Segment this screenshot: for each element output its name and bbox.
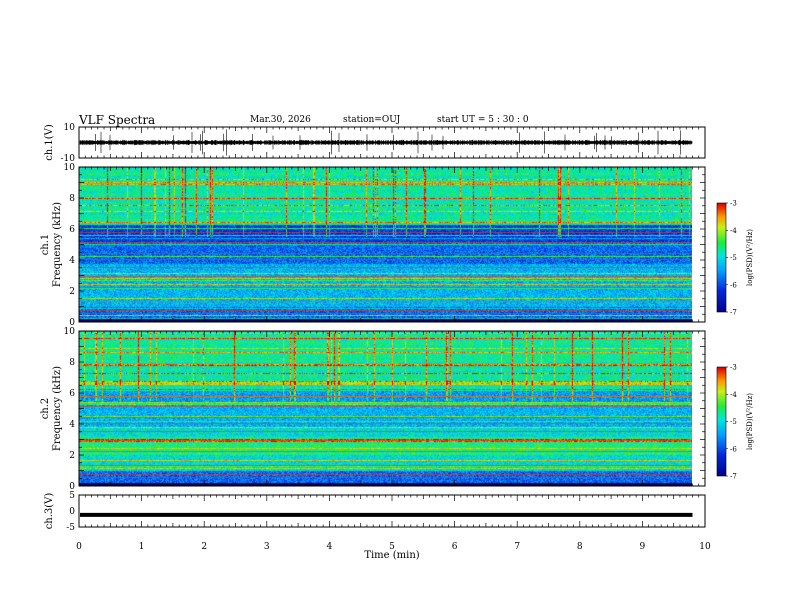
spectrogram-ch1-colorbar-tick-label: -5 xyxy=(730,254,737,262)
time-tick-label: 3 xyxy=(264,542,270,552)
spectrogram-ch1-colorbar-tick-label: -6 xyxy=(730,281,737,289)
waveform-ch1-trace xyxy=(79,129,693,156)
time-tick-label: 6 xyxy=(452,542,458,552)
spectrogram-ch1-ytick-label: 4 xyxy=(69,256,75,266)
spectrogram-ch1-ytick-label: 10 xyxy=(64,163,76,173)
spectrogram-ch1-heatmap xyxy=(79,167,692,322)
date-label: Mar.30, 2026 xyxy=(250,115,311,125)
time-tick-label: 4 xyxy=(327,542,333,552)
time-tick-label: 10 xyxy=(699,542,711,552)
spectrogram-ch2-panel: 0 2 4 6 8 10 ch.2 Frequency (kHz) -3 -4 -5 -6 -7 log(… xyxy=(40,327,754,492)
ch3-waveform-ylabel: ch.3(V) xyxy=(44,493,55,530)
spectrogram-ch2-ylabel: Frequency (kHz) xyxy=(52,366,63,451)
spectrogram-ch2-ytick-label: 10 xyxy=(64,327,76,337)
ch1-ytick-label: 10 xyxy=(64,123,76,133)
time-tick-label: 5 xyxy=(389,542,395,552)
spectrogram-ch1-colorbar-label: log(PSD)(V²/Hz) xyxy=(746,229,754,286)
waveform-ch3-panel: 5 0 -5 ch.3(V) xyxy=(44,491,706,533)
time-axis-label: Time (min) xyxy=(364,550,419,561)
spectrogram-ch2-colorbar-tick-label: -6 xyxy=(730,445,737,453)
spectrogram-ch1-xticks xyxy=(78,167,706,322)
spectrogram-ch1-colorbar-tick-label: -3 xyxy=(730,200,737,208)
time-tick-label: 9 xyxy=(640,542,646,552)
spectrogram-ch1-channel-label: ch.1 xyxy=(40,234,51,256)
start-time-label: start UT = 5 : 30 : 0 xyxy=(437,115,529,125)
time-tick-label: 1 xyxy=(139,542,145,552)
time-axis: 0 1 2 3 4 5 6 7 8 9 10 Time (min) xyxy=(76,542,711,561)
spectrogram-ch2-channel-label: ch.2 xyxy=(40,398,51,420)
ch3-ytick-label: -5 xyxy=(66,523,75,533)
spectrogram-ch2-colorbar-tick-label: -3 xyxy=(730,364,737,372)
ch3-ytick-label: 0 xyxy=(69,507,75,517)
spectrogram-ch2-xticks xyxy=(78,331,706,486)
spectrogram-ch2-ytick-label: 0 xyxy=(69,482,75,492)
time-tick-label: 8 xyxy=(577,542,583,552)
time-tick-label: 7 xyxy=(514,542,520,552)
chart-title: VLF Spectra xyxy=(79,113,156,127)
spectrogram-ch2-heatmap xyxy=(79,331,692,486)
spectrogram-ch2-colorbar-tick-label: -7 xyxy=(730,473,737,481)
spectrogram-ch2-ytick-label: 2 xyxy=(69,451,75,461)
spectrogram-ch1-colorbar xyxy=(717,203,726,312)
spectrogram-ch2-colorbar-tick-label: -5 xyxy=(730,418,737,426)
ch1-waveform-xticks xyxy=(78,127,706,158)
spectrogram-ch1-ytick-label: 0 xyxy=(69,318,75,328)
spectrogram-ch2-ytick-label: 4 xyxy=(69,420,75,430)
spectrogram-ch2-colorbar-label: log(PSD)(V²/Hz) xyxy=(746,393,754,450)
time-tick-label: 2 xyxy=(201,542,207,552)
spectrogram-ch1-ytick-label: 8 xyxy=(69,194,75,204)
spectrogram-ch1-ytick-label: 2 xyxy=(69,287,75,297)
waveform-ch1-panel: 10 -10 ch.1(V) xyxy=(44,123,706,164)
time-tick-label: 0 xyxy=(76,542,82,552)
ch3-waveform-xticks xyxy=(78,495,706,527)
station-label: station=OUJ xyxy=(343,115,401,125)
spectrogram-ch2-ytick-label: 6 xyxy=(69,389,75,399)
spectrogram-ch1-colorbar-tick-label: -4 xyxy=(730,227,737,235)
spectrogram-ch1-ytick-label: 6 xyxy=(69,225,75,235)
spectrogram-ch1-colorbar-tick-label: -7 xyxy=(730,309,737,317)
spectrogram-ch2-colorbar-tick-label: -4 xyxy=(730,391,737,399)
ch1-waveform-ylabel: ch.1(V) xyxy=(44,124,55,161)
spectrogram-ch2-ytick-label: 8 xyxy=(69,358,75,368)
spectrogram-ch1-ylabel: Frequency (kHz) xyxy=(52,202,63,287)
ch3-ytick-label: 5 xyxy=(69,491,75,501)
spectrogram-ch1-panel: 0 2 4 6 8 10 ch.1 Frequency (kHz) -3 -4 -5 -6 -7 log(… xyxy=(40,163,754,328)
ch1-ytick-label: -10 xyxy=(61,154,76,164)
spectrogram-ch2-colorbar xyxy=(717,367,726,476)
